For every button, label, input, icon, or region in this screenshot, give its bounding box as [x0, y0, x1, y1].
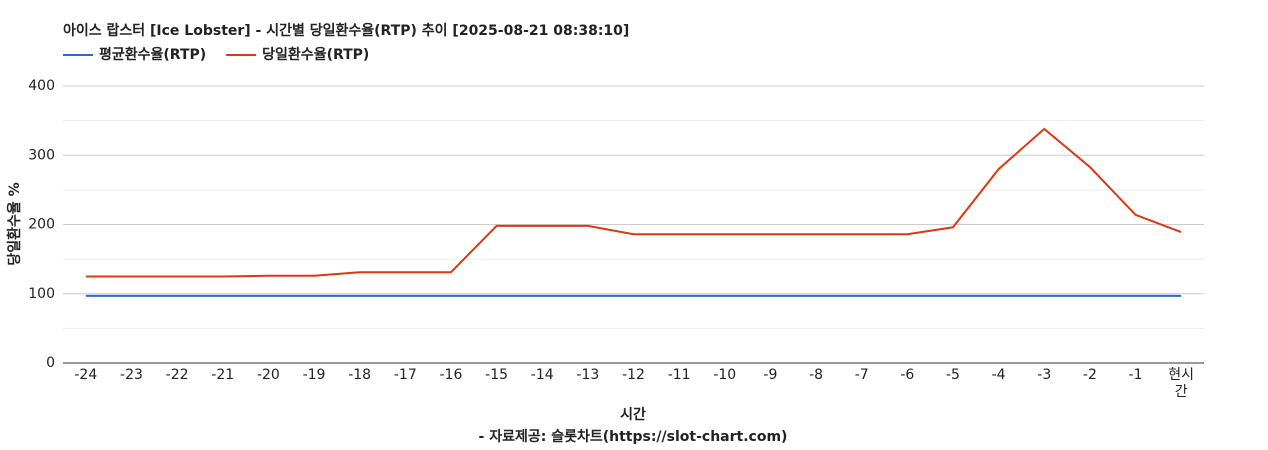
x-tick-label: -19	[302, 367, 326, 383]
x-tick-label: -5	[945, 367, 960, 383]
x-axis-title: 시간	[620, 406, 646, 423]
chart-title: 아이스 랍스터 [Ice Lobster] - 시간별 당일환수율(RTP) 추…	[63, 22, 629, 39]
x-tick-label: -20	[256, 367, 280, 383]
x-tick-label: -22	[165, 367, 189, 383]
y-tick-label: 0	[46, 355, 55, 371]
x-tick-label: -13	[576, 367, 600, 383]
y-tick-label: 400	[28, 78, 55, 94]
x-tick-label: -17	[393, 367, 417, 383]
x-tick-label: -8	[809, 367, 824, 383]
x-tick-label: -23	[120, 367, 143, 383]
x-tick-label: 현시간	[1168, 367, 1195, 400]
x-tick-label: -6	[900, 367, 915, 383]
x-tick-label: -16	[439, 367, 463, 383]
y-tick-label: 300	[28, 147, 55, 163]
y-tick-label: 200	[28, 217, 55, 233]
x-tick-label: -11	[667, 367, 691, 383]
x-tick-label: -21	[211, 367, 235, 383]
x-tick-label: -14	[530, 367, 554, 383]
x-tick-label: -1	[1128, 367, 1143, 383]
y-tick-label: 100	[28, 286, 55, 302]
source: - 자료제공: 슬롯차트(https://slot-chart.com)	[479, 429, 788, 445]
x-tick-label: -18	[348, 367, 372, 383]
legend-label: 평균환수율(RTP)	[99, 46, 206, 63]
legend-label: 당일환수율(RTP)	[262, 46, 369, 63]
x-tick-label: -7	[854, 367, 869, 383]
x-tick-label: -24	[74, 367, 98, 383]
x-tick-label: -3	[1037, 367, 1052, 383]
x-tick-label: -15	[485, 367, 509, 383]
x-tick-label: -2	[1082, 367, 1097, 383]
x-tick-label: -10	[713, 367, 737, 383]
x-tick-label: -9	[763, 367, 778, 383]
x-tick-label: -4	[991, 367, 1006, 383]
y-axis-title: 당일환수율 %	[6, 182, 23, 265]
line	[85, 127, 1182, 278]
x-tick-label: -12	[622, 367, 645, 383]
